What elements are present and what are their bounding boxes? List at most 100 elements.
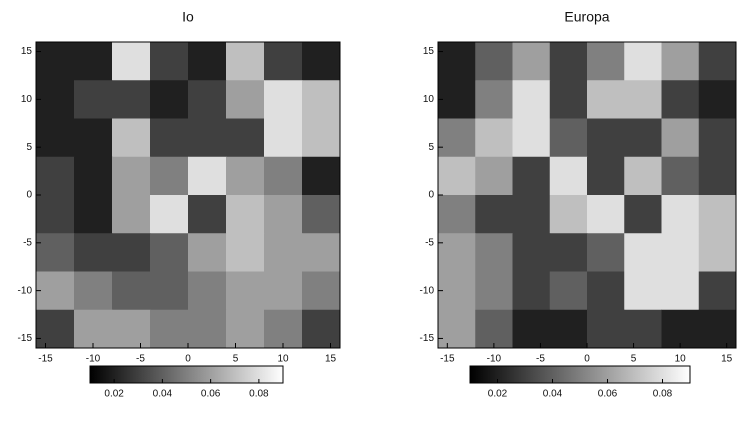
heatmap-cell bbox=[36, 309, 75, 349]
heatmap-cell bbox=[302, 271, 341, 311]
heatmap-cell bbox=[36, 156, 75, 196]
x-tick-label: 0 bbox=[584, 354, 590, 365]
heatmap-cell bbox=[438, 80, 476, 119]
colorbar-tick-label: 0.04 bbox=[543, 389, 563, 400]
heatmap-cell bbox=[74, 233, 113, 272]
heatmap-cell bbox=[587, 118, 625, 158]
heatmap-cell bbox=[475, 309, 513, 349]
heatmap-cell bbox=[36, 233, 75, 272]
heatmap-cell bbox=[661, 195, 700, 234]
heatmap-cell bbox=[36, 195, 75, 234]
x-tick-label: 15 bbox=[721, 354, 733, 365]
heatmap-cell bbox=[150, 195, 189, 234]
y-tick-label: -5 bbox=[425, 237, 434, 248]
heatmap-cell bbox=[112, 80, 151, 119]
heatmap-cell bbox=[549, 271, 588, 311]
heatmap-cell bbox=[188, 80, 227, 119]
x-tick-label: -10 bbox=[86, 354, 101, 365]
heatmap-cell bbox=[512, 118, 551, 158]
heatmap-cell bbox=[74, 118, 113, 158]
heatmap-cell bbox=[188, 118, 227, 158]
heatmap-cell bbox=[226, 195, 265, 234]
y-tick-label: -5 bbox=[23, 237, 32, 248]
heatmap-cell bbox=[264, 80, 303, 119]
colorbar bbox=[89, 365, 284, 384]
colorbar-tick-label: 0.06 bbox=[598, 389, 618, 400]
heatmap-cell bbox=[188, 233, 227, 272]
heatmap-cell bbox=[624, 42, 662, 81]
x-tick-label: -5 bbox=[536, 354, 545, 365]
x-tick-label: 10 bbox=[675, 354, 687, 365]
heatmap-cell bbox=[188, 156, 227, 196]
heatmap-cell bbox=[698, 156, 737, 196]
heatmap-cell bbox=[188, 195, 227, 234]
heatmap-cell bbox=[698, 42, 737, 81]
heatmap-cell bbox=[150, 118, 189, 158]
heatmap-cell bbox=[624, 80, 662, 119]
heatmap-cell bbox=[475, 195, 513, 234]
heatmap-cell bbox=[112, 233, 151, 272]
heatmap-cell bbox=[74, 42, 113, 81]
heatmap-cell bbox=[587, 195, 625, 234]
heatmap-cell bbox=[36, 80, 75, 119]
heatmap-cell bbox=[226, 156, 265, 196]
colorbar-tick-label: 0.08 bbox=[249, 389, 269, 400]
heatmap-cell bbox=[150, 42, 189, 81]
heatmap-cell bbox=[74, 80, 113, 119]
y-tick-label: 15 bbox=[21, 46, 33, 57]
heatmap-cell bbox=[226, 42, 265, 81]
heatmap-cell bbox=[512, 195, 551, 234]
heatmap-cell bbox=[624, 118, 662, 158]
heatmap-cell bbox=[302, 42, 341, 81]
heatmap-cell bbox=[698, 80, 737, 119]
heatmap-cell bbox=[438, 118, 476, 158]
heatmap-cell bbox=[188, 271, 227, 311]
heatmap-cell bbox=[74, 271, 113, 311]
heatmap-cell bbox=[661, 80, 700, 119]
colorbar-tick-label: 0.02 bbox=[104, 389, 124, 400]
heatmap-cell bbox=[587, 156, 625, 196]
heatmap-cell bbox=[661, 309, 700, 349]
heatmap-cell bbox=[112, 156, 151, 196]
heatmap-cell bbox=[264, 271, 303, 311]
heatmap-cell bbox=[624, 233, 662, 272]
heatmap-cell bbox=[264, 156, 303, 196]
x-tick-label: 5 bbox=[631, 354, 637, 365]
heatmap-cell bbox=[587, 42, 625, 81]
y-tick-label: 10 bbox=[21, 94, 33, 105]
heatmap-cell bbox=[112, 195, 151, 234]
panel-title: Europa bbox=[564, 9, 609, 25]
heatmap-cell bbox=[549, 42, 588, 81]
heatmap-cell bbox=[624, 309, 662, 349]
colorbar-tick-label: 0.06 bbox=[201, 389, 221, 400]
heatmap-cell bbox=[549, 80, 588, 119]
heatmap-cell bbox=[264, 118, 303, 158]
heatmap-cell bbox=[512, 80, 551, 119]
colorbar-tick-label: 0.02 bbox=[488, 389, 508, 400]
heatmap-cell bbox=[512, 42, 551, 81]
heatmap-cell bbox=[512, 309, 551, 349]
heatmap-cell bbox=[150, 309, 189, 349]
heatmap-cell bbox=[624, 195, 662, 234]
heatmap-cell bbox=[438, 309, 476, 349]
heatmap-cell bbox=[624, 271, 662, 311]
heatmap-cell bbox=[698, 233, 737, 272]
heatmap-cell bbox=[226, 233, 265, 272]
heatmap-cell bbox=[150, 156, 189, 196]
heatmap-cell bbox=[661, 233, 700, 272]
heatmap-cell bbox=[302, 80, 341, 119]
heatmap-cell bbox=[661, 156, 700, 196]
heatmap-cell bbox=[36, 271, 75, 311]
heatmap-cell bbox=[475, 42, 513, 81]
heatmap-cell bbox=[438, 271, 476, 311]
heatmap-cell bbox=[587, 233, 625, 272]
heatmap-cell bbox=[512, 156, 551, 196]
heatmap-cell bbox=[112, 118, 151, 158]
heatmap-cell bbox=[112, 271, 151, 311]
heatmap-cell bbox=[475, 271, 513, 311]
heatmap-cell bbox=[624, 156, 662, 196]
heatmap-cell bbox=[36, 118, 75, 158]
heatmap-cell bbox=[475, 233, 513, 272]
heatmap-cell bbox=[549, 195, 588, 234]
